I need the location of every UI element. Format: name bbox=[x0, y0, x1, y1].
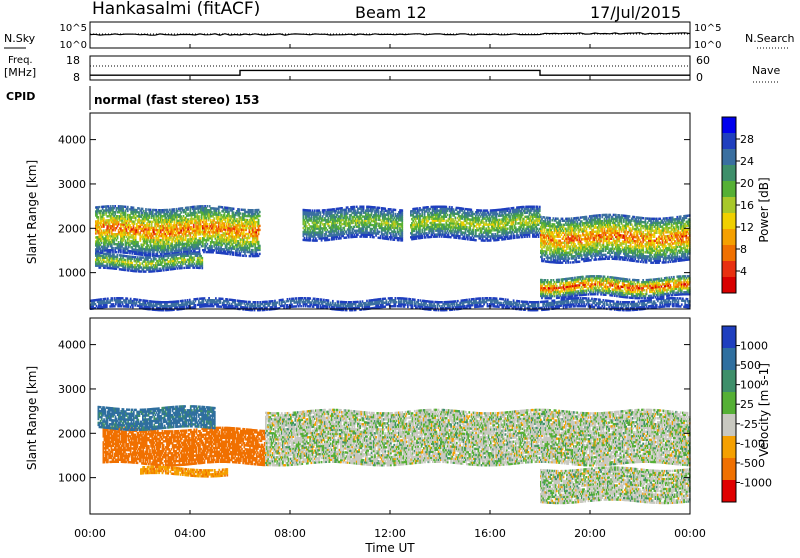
power-echo-region bbox=[95, 205, 261, 257]
power-cell bbox=[252, 209, 254, 211]
power-cell bbox=[112, 247, 114, 249]
power-cell bbox=[97, 216, 99, 218]
power-cell bbox=[252, 249, 254, 251]
power-cell bbox=[259, 245, 261, 247]
power-cell bbox=[143, 210, 145, 212]
power-cell bbox=[216, 225, 218, 227]
power-cell bbox=[200, 237, 202, 239]
power-cell bbox=[233, 212, 235, 214]
power-cell bbox=[130, 226, 132, 228]
power-cell bbox=[244, 209, 246, 211]
power-cell bbox=[233, 252, 235, 254]
power-cell bbox=[147, 244, 149, 246]
power-cell bbox=[138, 245, 140, 247]
nsearch-tick-bottom: 10^0 bbox=[694, 40, 721, 51]
power-cell bbox=[153, 237, 155, 239]
power-cell bbox=[185, 211, 187, 213]
frequency-line bbox=[90, 70, 690, 75]
noise-panel: N.Sky 10^5 10^0 10^5 10^0 N.Search bbox=[4, 22, 795, 51]
power-cell bbox=[142, 208, 144, 210]
power-cell bbox=[207, 223, 209, 225]
power-cell bbox=[258, 219, 260, 221]
power-cell bbox=[259, 215, 261, 217]
power-cell bbox=[221, 206, 223, 208]
power-cell bbox=[207, 205, 209, 207]
nsearch-tick-top: 10^5 bbox=[694, 23, 721, 34]
power-cell bbox=[199, 247, 201, 249]
power-cell bbox=[259, 225, 261, 227]
nsky-tick-top: 10^5 bbox=[60, 23, 87, 34]
power-cell bbox=[238, 208, 240, 210]
power-cell bbox=[138, 207, 140, 209]
power-cell bbox=[151, 245, 153, 247]
power-cell bbox=[125, 206, 127, 208]
power-cell bbox=[233, 208, 235, 210]
freq-tick-bottom: 8 bbox=[73, 71, 80, 84]
nave-tick-bottom: 0 bbox=[696, 71, 703, 84]
power-cell bbox=[213, 217, 215, 219]
power-cell bbox=[133, 207, 135, 209]
power-cell bbox=[207, 243, 209, 245]
power-cell bbox=[245, 255, 247, 257]
nsearch-label: N.Search bbox=[745, 32, 795, 45]
power-cell bbox=[187, 234, 189, 236]
power-cell bbox=[150, 209, 152, 211]
date-title: 17/Jul/2015 bbox=[590, 3, 681, 22]
power-cell bbox=[259, 229, 261, 231]
freq-label-line1: Freq. bbox=[8, 55, 33, 66]
power-cell bbox=[103, 217, 105, 219]
power-cell bbox=[146, 212, 148, 214]
power-cell bbox=[259, 211, 261, 213]
power-cell bbox=[98, 206, 100, 208]
power-cell bbox=[240, 212, 242, 214]
power-cell bbox=[125, 240, 127, 242]
power-cell bbox=[174, 208, 176, 210]
nsky-tick-bottom: 10^0 bbox=[60, 40, 87, 51]
power-cell bbox=[122, 243, 124, 245]
power-cell bbox=[110, 253, 112, 255]
nsky-label: N.Sky bbox=[4, 32, 36, 45]
cpid-text: normal (fast stereo) 153 bbox=[94, 93, 260, 107]
power-cell bbox=[177, 228, 179, 230]
power-cell bbox=[193, 224, 195, 226]
freq-label-line2: [MHz] bbox=[4, 66, 36, 79]
radar-summary-plot: Hankasalmi (fitACF) Beam 12 17/Jul/2015 … bbox=[0, 0, 800, 554]
power-cell bbox=[258, 241, 260, 243]
power-cell bbox=[237, 240, 239, 242]
power-cell bbox=[118, 241, 120, 243]
nave-label: Nave bbox=[752, 64, 780, 77]
power-cell bbox=[145, 208, 147, 210]
power-cell bbox=[259, 253, 261, 255]
power-cell bbox=[236, 218, 238, 220]
power-cell bbox=[127, 206, 129, 208]
power-heatmap bbox=[90, 205, 691, 311]
power-cell bbox=[116, 251, 118, 253]
power-cell bbox=[211, 245, 213, 247]
power-cell bbox=[177, 210, 179, 212]
cpid-label: CPID bbox=[6, 90, 35, 103]
power-cell bbox=[187, 206, 189, 208]
power-cell bbox=[180, 211, 182, 213]
station-title: Hankasalmi (fitACF) bbox=[92, 0, 260, 19]
beam-title: Beam 12 bbox=[355, 3, 427, 22]
power-cell bbox=[211, 211, 213, 213]
frequency-panel: Freq. [MHz] 18 8 60 0 Nave bbox=[4, 54, 780, 84]
freq-tick-top: 18 bbox=[66, 54, 80, 67]
power-cell bbox=[137, 241, 139, 243]
power-cell bbox=[155, 209, 157, 211]
power-cell bbox=[219, 212, 221, 214]
power-cell bbox=[129, 224, 131, 226]
power-cell bbox=[199, 215, 201, 217]
power-cell bbox=[220, 214, 222, 216]
nave-tick-top: 60 bbox=[696, 54, 710, 67]
